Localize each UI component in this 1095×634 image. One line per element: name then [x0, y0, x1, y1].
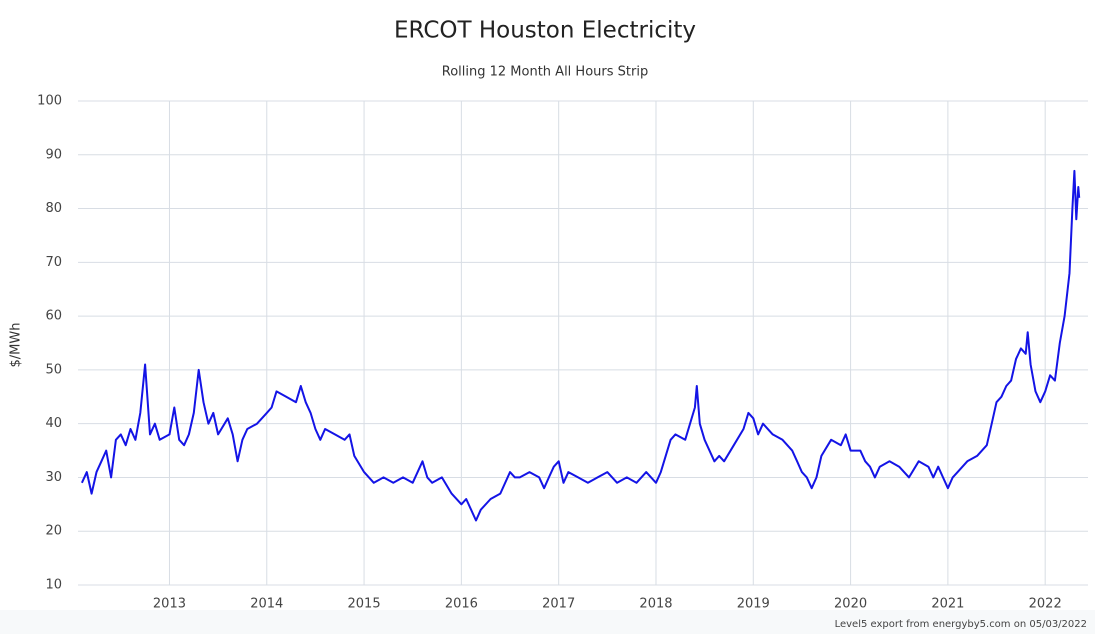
x-tick-label: 2013 [153, 597, 186, 612]
x-tick-label: 2017 [542, 597, 575, 612]
x-tick-label: 2022 [1029, 597, 1062, 612]
y-tick-label: 60 [45, 309, 62, 324]
data-line [80, 169, 1081, 522]
y-tick-label: 80 [45, 201, 62, 216]
chart-title: ERCOT Houston Electricity [394, 18, 696, 44]
y-tick-label: 30 [45, 470, 62, 485]
x-tick-label: 2016 [445, 597, 478, 612]
x-tick-label: 2015 [348, 597, 381, 612]
y-tick-label: 100 [37, 94, 62, 109]
y-axis-label: $/MWh [9, 323, 24, 368]
grid [78, 100, 1088, 586]
footer-credit: Level5 export from energyby5.com on 05/0… [835, 619, 1087, 630]
y-tick-label: 10 [45, 578, 62, 593]
x-tick-label: 2014 [250, 597, 283, 612]
x-tick-label: 2019 [737, 597, 770, 612]
y-tick-label: 20 [45, 524, 62, 539]
y-tick-label: 90 [45, 147, 62, 162]
y-tick-label: 40 [45, 416, 62, 431]
x-tick-label: 2021 [931, 597, 964, 612]
x-tick-label: 2018 [639, 597, 672, 612]
y-tick-label: 70 [45, 255, 62, 270]
chart-subtitle: Rolling 12 Month All Hours Strip [442, 65, 648, 80]
y-tick-label: 50 [45, 362, 62, 377]
x-tick-label: 2020 [834, 597, 867, 612]
footer-band [0, 610, 1095, 634]
plot-area [80, 169, 1081, 522]
